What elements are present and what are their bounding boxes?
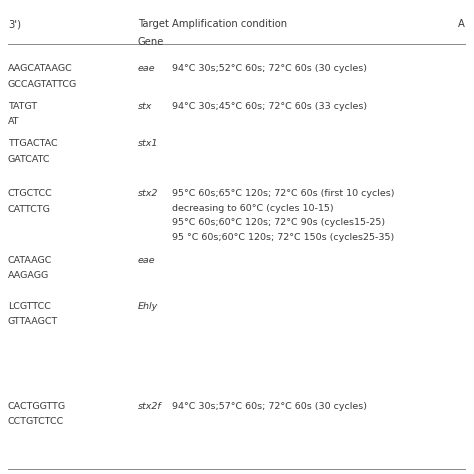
Text: GCCAGTATTCG: GCCAGTATTCG	[8, 80, 77, 89]
Text: 94°C 30s;57°C 60s; 72°C 60s (30 cycles): 94°C 30s;57°C 60s; 72°C 60s (30 cycles)	[172, 402, 367, 411]
Text: Target: Target	[138, 19, 169, 29]
Text: stx: stx	[138, 102, 152, 111]
Text: 95°C 60s;60°C 120s; 72°C 90s (cycles15-25): 95°C 60s;60°C 120s; 72°C 90s (cycles15-2…	[172, 218, 385, 227]
Text: CACTGGTTG: CACTGGTTG	[8, 402, 66, 411]
Text: Amplification condition: Amplification condition	[172, 19, 287, 29]
Text: AT: AT	[8, 118, 19, 127]
Text: stx2f: stx2f	[138, 402, 162, 411]
Text: eae: eae	[138, 64, 155, 73]
Text: CTGCTCC: CTGCTCC	[8, 189, 53, 198]
Text: 95°C 60s;65°C 120s; 72°C 60s (first 10 cycles): 95°C 60s;65°C 120s; 72°C 60s (first 10 c…	[172, 189, 394, 198]
Text: 3'): 3')	[8, 19, 21, 29]
Text: TATGT: TATGT	[8, 102, 37, 111]
Text: Gene: Gene	[138, 36, 164, 46]
Text: decreasing to 60°C (cycles 10-15): decreasing to 60°C (cycles 10-15)	[172, 203, 334, 212]
Text: stx2: stx2	[138, 189, 158, 198]
Text: LCGTTCC: LCGTTCC	[8, 302, 51, 311]
Text: CCTGTCTCC: CCTGTCTCC	[8, 418, 64, 427]
Text: AAGAGG: AAGAGG	[8, 272, 49, 281]
Text: 94°C 30s;52°C 60s; 72°C 60s (30 cycles): 94°C 30s;52°C 60s; 72°C 60s (30 cycles)	[172, 64, 367, 73]
Text: TTGACTAC: TTGACTAC	[8, 139, 58, 148]
Text: AAGCATAAGC: AAGCATAAGC	[8, 64, 73, 73]
Text: Ehly: Ehly	[138, 302, 158, 311]
Text: GATCATC: GATCATC	[8, 155, 51, 164]
Text: 94°C 30s;45°C 60s; 72°C 60s (33 cycles): 94°C 30s;45°C 60s; 72°C 60s (33 cycles)	[172, 102, 367, 111]
Text: stx1: stx1	[138, 139, 158, 148]
Text: A: A	[458, 19, 465, 29]
Text: CATTCTG: CATTCTG	[8, 204, 51, 213]
Text: eae: eae	[138, 256, 155, 265]
Text: CATAAGC: CATAAGC	[8, 256, 52, 265]
Text: GTTAAGCT: GTTAAGCT	[8, 318, 58, 327]
Text: 95 °C 60s;60°C 120s; 72°C 150s (cycles25-35): 95 °C 60s;60°C 120s; 72°C 150s (cycles25…	[172, 233, 394, 241]
